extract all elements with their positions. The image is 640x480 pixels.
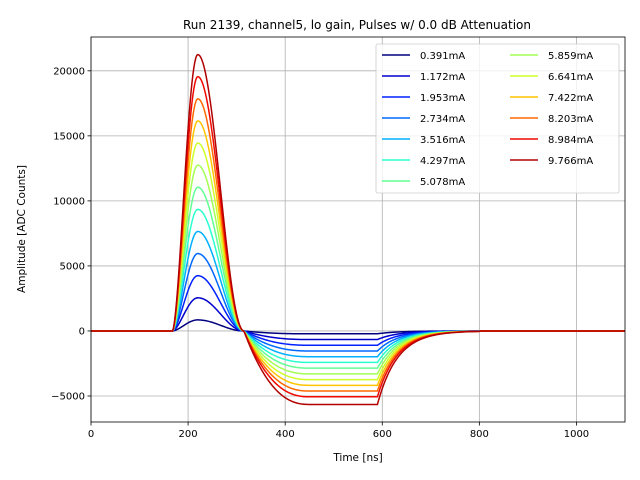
legend-entry: 8.203mA (548, 114, 593, 125)
y-axis: −5000 0 5000 10000 15000 20000 (51, 66, 91, 402)
y-tick-label: 5000 (60, 261, 85, 272)
y-tick-label: 20000 (53, 66, 85, 77)
legend-entry: 5.859mA (548, 51, 593, 62)
y-tick-label: 0 (79, 326, 85, 337)
y-tick-label: 15000 (53, 131, 85, 142)
legend-entry: 1.953mA (420, 93, 465, 104)
y-axis-label: Amplitude [ADC Counts] (16, 165, 28, 293)
series-lines (91, 53, 625, 406)
axes-frame (90, 36, 626, 423)
x-axis: 0 200 400 600 800 1000 (88, 422, 589, 440)
legend-frame (375, 43, 620, 194)
legend-entry: 0.391mA (420, 51, 465, 62)
legend-entry: 4.297mA (420, 156, 465, 167)
series-line-12 (91, 53, 625, 406)
legend-entry: 8.984mA (548, 135, 593, 146)
legend-entry: 3.516mA (420, 135, 465, 146)
legend-entry: 2.734mA (420, 114, 465, 125)
y-tick-label: −5000 (51, 391, 85, 402)
legend-entry: 9.766mA (548, 156, 593, 167)
x-axis-label: Time [ns] (332, 452, 382, 464)
x-tick-label: 800 (470, 429, 489, 440)
legend-entry: 5.078mA (420, 177, 465, 188)
legend-entry: 1.172mA (420, 72, 465, 83)
x-tick-label: 1000 (564, 429, 589, 440)
legend-entry: 6.641mA (548, 72, 593, 83)
x-tick-label: 600 (373, 429, 392, 440)
x-tick-label: 0 (88, 429, 94, 440)
x-tick-label: 400 (276, 429, 295, 440)
legend: 0.391mA 1.172mA 1.953mA 2.734mA 3.516mA 4.297… (375, 43, 620, 194)
legend-entry: 7.422mA (548, 93, 593, 104)
chart-title: Run 2139, channel5, lo gain, Pulses w/ 0… (183, 18, 531, 32)
x-tick-label: 200 (179, 429, 198, 440)
y-tick-label: 10000 (53, 196, 85, 207)
